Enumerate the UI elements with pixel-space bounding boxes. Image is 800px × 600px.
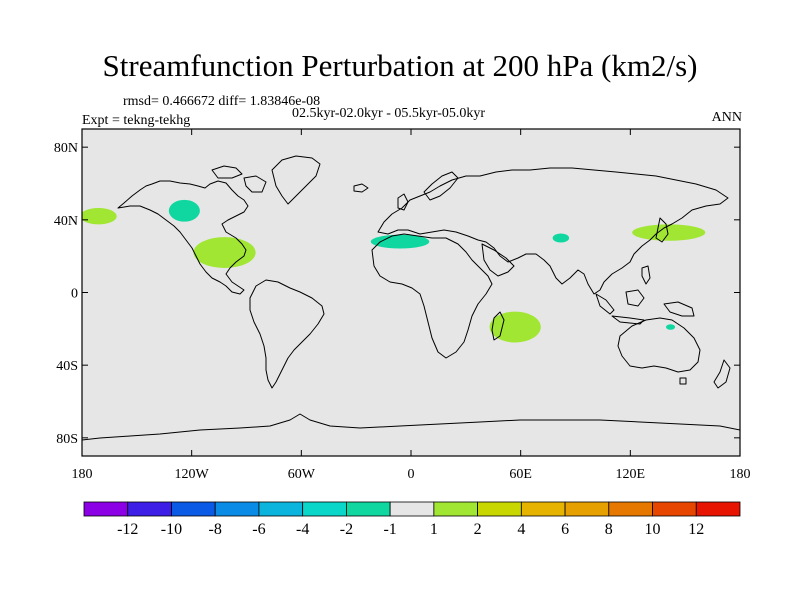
colorbar-swatch	[608, 501, 653, 517]
map-background	[82, 129, 740, 456]
coastline-antarctica	[82, 413, 740, 441]
colorbar-swatch	[652, 501, 697, 517]
coastline-canadian-islands	[211, 165, 243, 179]
chart-title: Streamfunction Perturbation at 200 hPa (…	[102, 48, 698, 83]
colorbar-label: 2	[474, 521, 482, 538]
colorbar-swatch	[389, 501, 435, 517]
anomaly-northern-australia	[665, 324, 676, 330]
coastline-borneo	[625, 289, 645, 307]
coastline-philippines	[641, 265, 651, 285]
y-tick-label: 80S	[56, 432, 78, 447]
x-tick-label: 120W	[175, 467, 210, 482]
anomaly-southern-africa	[489, 311, 541, 343]
y-tick-label: 0	[71, 287, 78, 302]
coastline-iceland	[353, 183, 369, 193]
colorbar-label: -2	[340, 521, 353, 538]
colorbar-label: 12	[688, 521, 704, 538]
colorbar-swatch	[214, 501, 260, 517]
colorbar-label: 8	[605, 521, 613, 538]
axis-ticks: 180 120W 60W 0 60E 120E 180 80N 40N 0 40S 80S	[54, 129, 751, 482]
colorbar-swatch	[433, 501, 479, 517]
y-tick-label: 40N	[54, 214, 78, 229]
colorbar-swatch	[302, 501, 347, 517]
colorbar-swatch	[477, 501, 522, 517]
colorbar-swatch	[345, 501, 391, 517]
coastline-layer	[82, 155, 740, 441]
coastline-new-zealand	[713, 359, 731, 389]
coastline-greenland	[271, 155, 321, 205]
colorbar-label: 1	[430, 521, 438, 538]
colorbar-label: -4	[296, 521, 309, 538]
colorbar-swatch	[127, 501, 172, 517]
anomaly-northwest-america	[168, 199, 200, 222]
colorbar-swatch	[564, 501, 610, 517]
colorbar: -12 -10 -8 -6 -4 -2 -1 1 2 4 6 8 10 12	[83, 501, 741, 538]
y-tick-label: 40S	[56, 359, 78, 374]
period-label: 02.5kyr-02.0kyr - 05.5kyr-05.0kyr	[292, 106, 486, 121]
anomaly-gulf-of-mexico	[193, 237, 256, 268]
colorbar-swatch	[171, 501, 216, 517]
x-tick-label: 120E	[616, 467, 646, 482]
coastline-scandinavia	[423, 171, 459, 201]
coastline-south-america	[249, 279, 325, 389]
coastline-tasmania	[679, 377, 687, 385]
coastline-new-guinea	[663, 301, 695, 317]
colorbar-label: 10	[645, 521, 661, 538]
season-label: ANN	[711, 110, 742, 125]
colorbar-swatch	[520, 501, 566, 517]
colorbar-label: -12	[117, 521, 138, 538]
anomaly-north-africa	[370, 234, 430, 249]
anomaly-layer	[82, 199, 706, 343]
x-tick-label: 180	[730, 467, 751, 482]
coastline-sumatra	[595, 293, 615, 315]
anomaly-central-asia	[552, 233, 570, 243]
colorbar-swatch	[258, 501, 304, 517]
colorbar-label: 4	[517, 521, 525, 538]
x-tick-label: 0	[408, 467, 415, 482]
anomaly-north-pacific-east	[82, 208, 117, 225]
coastline-arabia	[481, 243, 515, 277]
coastline-baffin	[243, 175, 267, 193]
coastline-japan	[655, 217, 669, 243]
anomaly-east-asia-pacific	[632, 224, 706, 241]
coastline-madagascar	[491, 311, 505, 341]
coastline-eurasia	[377, 167, 729, 295]
stats-text: rmsd= 0.466672 diff= 1.83846e-08	[123, 94, 321, 109]
y-tick-label: 80N	[54, 141, 78, 156]
coastline-africa	[371, 233, 493, 359]
colorbar-label: -6	[252, 521, 265, 538]
colorbar-label: -8	[209, 521, 222, 538]
coastline-north-america	[117, 180, 249, 295]
experiment-label: Expt = tekng-tekhg	[82, 113, 191, 128]
colorbar-label: 6	[561, 521, 569, 538]
colorbar-swatch	[83, 501, 129, 517]
x-tick-label: 60W	[288, 467, 316, 482]
x-tick-label: 180	[72, 467, 93, 482]
coastline-britain	[397, 193, 409, 211]
colorbar-label: -10	[161, 521, 182, 538]
colorbar-swatch	[695, 501, 741, 517]
coastline-australia	[617, 317, 701, 373]
colorbar-label: -1	[383, 521, 396, 538]
x-tick-label: 60E	[509, 467, 532, 482]
